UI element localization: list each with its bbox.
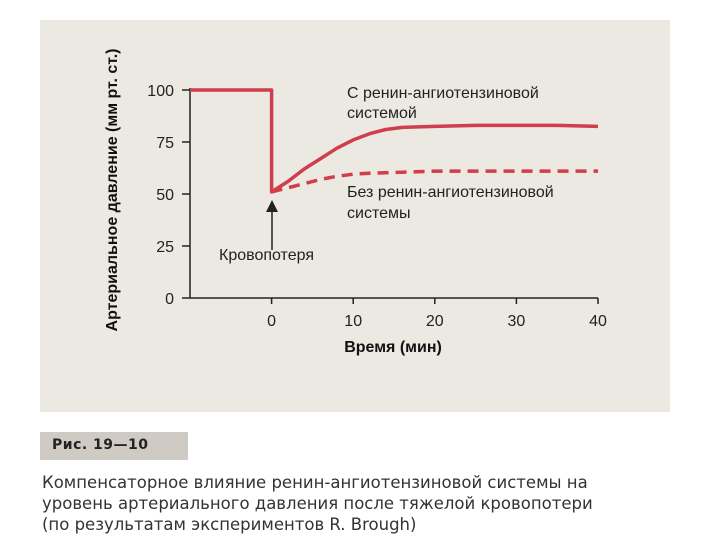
x-tick-label: 40: [589, 313, 607, 330]
x-tick-label: 30: [508, 313, 526, 330]
series-line-with-ras: [190, 88, 599, 194]
y-tick-label: 100: [147, 83, 174, 100]
x-axis-ticks: 0 10 20 30 40: [267, 298, 607, 330]
x-axis-label: Время (мин): [344, 339, 442, 356]
y-axis-ticks: 100 75 50 25 0: [147, 83, 190, 308]
y-tick-label: 75: [156, 135, 174, 152]
series-line-without-ras: [271, 169, 598, 194]
blood-loss-label: Кровопотеря: [219, 247, 314, 264]
x-tick-label: 0: [267, 313, 276, 330]
y-axis-label: Артериальное давление (мм рт. ст.): [104, 49, 121, 332]
figure-number: Рис. 19—10: [52, 437, 149, 453]
series-label-without-ras-line2: системы: [347, 205, 410, 222]
figure-caption: Компенсаторное влияние ренин-ангиотензин…: [42, 472, 682, 535]
figure-panel: [40, 20, 670, 412]
figure-number-badge: Рис. 19—10: [40, 432, 188, 460]
y-tick-label: 25: [156, 239, 174, 256]
series-label-without-ras-line1: Без ренин-ангиотензиновой: [347, 184, 554, 201]
x-tick-label: 10: [344, 313, 362, 330]
series-group: [190, 88, 599, 194]
caption-line-1: Компенсаторное влияние ренин-ангиотензин…: [42, 473, 588, 492]
caption-line-2: уровень артериального давления после тяж…: [42, 494, 593, 513]
caption-line-3: (по результатам экспериментов R. Brough): [42, 515, 417, 534]
blood-loss-arrow: [266, 200, 278, 250]
series-label-with-ras-line1: С ренин-ангиотензиновой: [347, 85, 539, 102]
x-tick-label: 20: [426, 313, 444, 330]
series-label-with-ras-line2: системой: [347, 105, 417, 122]
y-tick-label: 50: [156, 187, 174, 204]
y-tick-label: 0: [165, 291, 174, 308]
